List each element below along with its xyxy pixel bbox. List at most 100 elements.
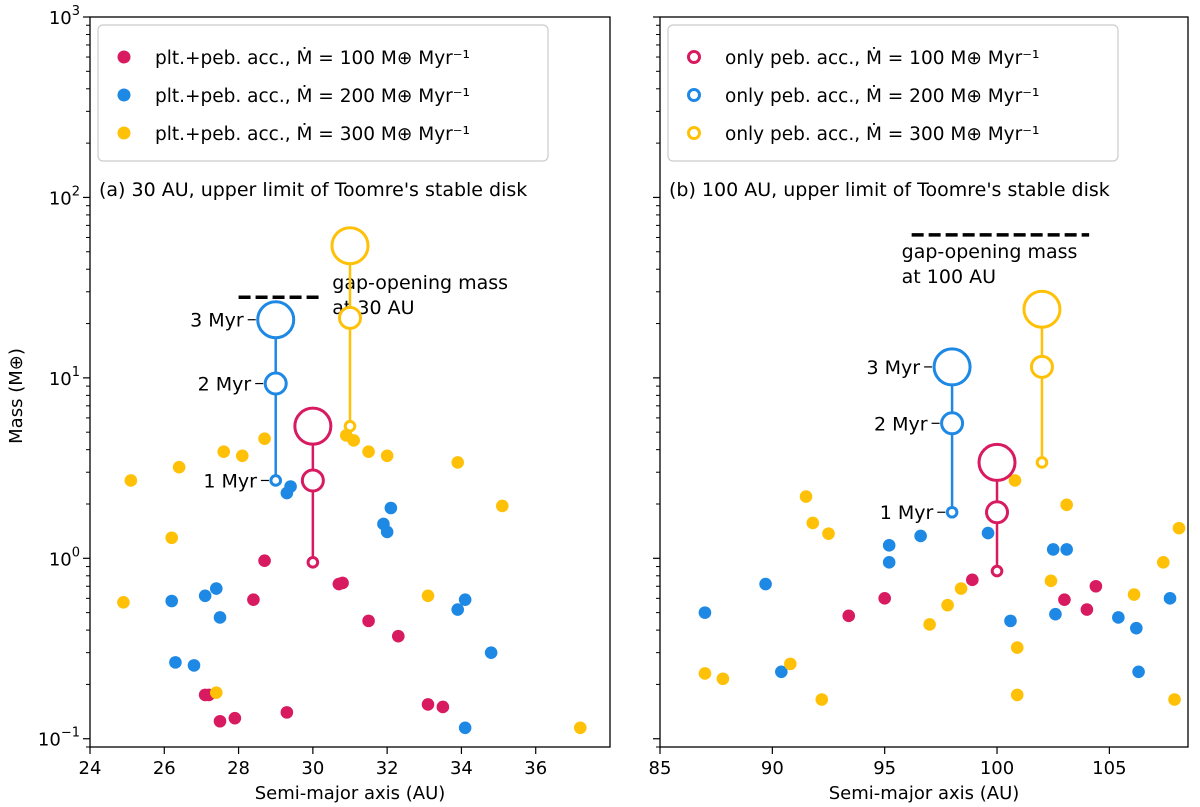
data-point-yellow — [172, 460, 186, 474]
gap-label: gap-opening mass — [332, 272, 508, 294]
growth-track-marker — [1035, 456, 1049, 469]
x-tick-label: 24 — [79, 758, 102, 779]
time-label: 3 Myr — [190, 310, 244, 332]
legend-box — [667, 24, 1119, 162]
data-point-blue — [1130, 621, 1143, 635]
data-point-blue — [209, 582, 223, 595]
growth-track-marker — [990, 564, 1004, 578]
growth-track-marker — [269, 474, 283, 487]
growth-track-marker — [932, 347, 972, 387]
data-point-red — [228, 711, 242, 725]
data-point-blue — [1060, 543, 1073, 556]
time-label: 2 Myr — [198, 374, 252, 396]
data-point-yellow — [822, 527, 835, 540]
data-point-yellow — [347, 434, 361, 447]
legend-label: only peb. acc., Ṁ = 100 M⊕ Myr⁻¹ — [725, 48, 1039, 69]
data-point-yellow — [698, 667, 712, 680]
legend-marker-red — [687, 50, 701, 64]
data-point-red — [436, 700, 450, 714]
x-axis-label: Semi-major axis (AU) — [255, 783, 446, 804]
data-point-yellow — [362, 445, 375, 458]
data-point-blue — [169, 656, 182, 669]
data-point-blue — [1004, 614, 1017, 628]
plot-frame — [659, 16, 1189, 748]
growth-track-marker — [263, 371, 288, 396]
legend-marker-yellow — [117, 126, 131, 140]
data-point-yellow — [1060, 498, 1073, 512]
data-point-yellow — [451, 456, 465, 469]
x-tick-label: 34 — [450, 758, 473, 779]
data-point-blue — [1046, 543, 1060, 556]
data-point-yellow — [165, 531, 179, 545]
data-point-blue — [458, 593, 472, 606]
growth-track-marker — [1022, 289, 1062, 329]
data-point-red — [842, 609, 856, 623]
data-point-yellow — [217, 445, 231, 458]
growth-track-marker — [293, 406, 333, 446]
y-tick-label: 103 — [49, 4, 80, 29]
time-label: 1 Myr — [203, 470, 257, 492]
gap-label: gap-opening mass — [902, 241, 1078, 263]
data-point-yellow — [573, 721, 587, 735]
data-point-yellow — [235, 449, 249, 463]
data-point-blue — [759, 577, 772, 591]
data-point-blue — [698, 606, 712, 619]
growth-track-marker — [306, 556, 320, 569]
data-point-yellow — [806, 516, 820, 530]
data-point-red — [966, 573, 979, 587]
legend: only peb. acc., Ṁ = 100 M⊕ Myr⁻¹ only peb… — [667, 24, 1119, 162]
data-point-blue — [451, 603, 465, 616]
data-point-red — [1058, 593, 1071, 606]
data-point-yellow — [923, 618, 936, 631]
data-point-blue — [1049, 607, 1062, 621]
data-point-red — [213, 714, 227, 728]
x-tick-label: 30 — [301, 758, 324, 779]
data-point-yellow — [495, 499, 509, 513]
time-label: 2 Myr — [874, 413, 928, 435]
data-point-red — [1089, 579, 1103, 593]
y-axis-label: Mass (M⊕) — [6, 348, 27, 444]
data-point-yellow — [117, 596, 130, 609]
data-point-red — [391, 629, 405, 643]
panel-title: (b) 100 AU, upper limit of Toomre's stab… — [669, 179, 1110, 201]
data-point-yellow — [209, 686, 223, 699]
data-point-yellow — [1008, 474, 1022, 487]
legend-marker-yellow — [687, 126, 701, 140]
data-point-yellow — [1127, 588, 1141, 601]
data-point-yellow — [124, 474, 138, 487]
panel-a: 10−1 100 101 102 103 24 26 28 30 32 34 36 Semi-major… — [38, 4, 611, 804]
data-point-blue — [882, 556, 896, 569]
plot-frame — [89, 16, 611, 748]
growth-track-marker — [985, 500, 1010, 525]
data-point-yellow — [258, 432, 271, 446]
x-tick-label: 26 — [153, 758, 176, 779]
x-tick-label: 100 — [980, 758, 1014, 779]
y-tick-label: 100 — [49, 545, 80, 570]
y-tick-label: 10−1 — [38, 726, 80, 751]
data-point-red — [421, 698, 435, 711]
time-label: 3 Myr — [867, 357, 921, 379]
growth-track-marker — [330, 226, 370, 266]
data-point-red — [362, 614, 375, 628]
data-point-yellow — [1172, 521, 1186, 535]
x-tick-label: 95 — [873, 758, 896, 779]
legend: plt.+peb. acc., Ṁ = 100 M⊕ Myr⁻¹ plt.+peb… — [97, 24, 549, 162]
growth-track-marker — [945, 505, 959, 519]
growth-track-marker — [300, 468, 325, 493]
x-tick-label: 36 — [524, 758, 547, 779]
data-point-yellow — [1168, 693, 1181, 706]
growth-track-marker — [256, 300, 296, 340]
panel-b: 85 90 95 100 105 Semi-major axis (AU) gap-open… — [649, 16, 1189, 804]
data-point-yellow — [380, 449, 394, 463]
data-point-yellow — [1156, 556, 1170, 569]
legend-marker-red — [117, 50, 131, 64]
data-point-red — [1080, 603, 1094, 616]
data-point-yellow — [941, 598, 954, 612]
x-tick-label: 105 — [1092, 758, 1126, 779]
panel-title: (a) 30 AU, upper limit of Toomre's stabl… — [99, 179, 527, 201]
legend-marker-blue — [117, 88, 131, 102]
legend-label: plt.+peb. acc., Ṁ = 300 M⊕ Myr⁻¹ — [155, 124, 470, 145]
data-point-blue — [187, 659, 201, 672]
data-point-yellow — [954, 582, 968, 595]
